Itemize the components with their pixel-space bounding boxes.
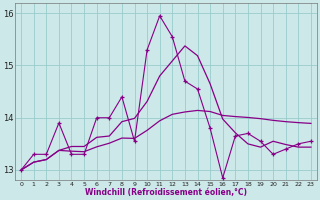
X-axis label: Windchill (Refroidissement éolien,°C): Windchill (Refroidissement éolien,°C) bbox=[85, 188, 247, 197]
